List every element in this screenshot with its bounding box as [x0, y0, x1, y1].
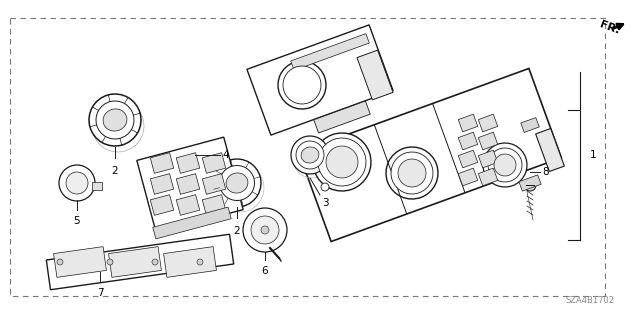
- Text: SZA4B1702: SZA4B1702: [566, 296, 614, 305]
- Ellipse shape: [488, 148, 522, 182]
- Ellipse shape: [197, 259, 203, 265]
- Polygon shape: [202, 195, 226, 215]
- Polygon shape: [176, 174, 200, 194]
- Polygon shape: [291, 33, 369, 70]
- Polygon shape: [247, 25, 393, 135]
- Circle shape: [243, 208, 287, 252]
- Ellipse shape: [326, 146, 358, 178]
- Polygon shape: [150, 153, 173, 173]
- Polygon shape: [137, 137, 243, 233]
- Polygon shape: [478, 150, 498, 168]
- Polygon shape: [46, 234, 234, 290]
- Text: 2: 2: [112, 166, 118, 176]
- Ellipse shape: [318, 138, 366, 186]
- Text: 2: 2: [234, 226, 240, 236]
- Text: 3: 3: [322, 198, 328, 208]
- Ellipse shape: [524, 179, 536, 191]
- Polygon shape: [357, 50, 393, 100]
- Ellipse shape: [391, 152, 433, 194]
- Polygon shape: [521, 118, 540, 132]
- Ellipse shape: [313, 133, 371, 191]
- Text: 6: 6: [262, 266, 268, 276]
- Polygon shape: [92, 182, 102, 190]
- Ellipse shape: [96, 101, 134, 139]
- Polygon shape: [458, 150, 477, 168]
- Polygon shape: [478, 132, 498, 150]
- Ellipse shape: [89, 94, 141, 146]
- Polygon shape: [202, 174, 226, 194]
- Polygon shape: [519, 175, 541, 191]
- Text: 8: 8: [542, 167, 548, 177]
- Polygon shape: [150, 174, 173, 194]
- Ellipse shape: [57, 259, 63, 265]
- Text: FR.: FR.: [598, 20, 621, 36]
- Polygon shape: [299, 69, 561, 241]
- Ellipse shape: [103, 109, 127, 131]
- Text: 4: 4: [222, 150, 228, 160]
- Polygon shape: [164, 247, 216, 277]
- Circle shape: [59, 165, 95, 201]
- Polygon shape: [150, 195, 173, 215]
- Polygon shape: [202, 153, 226, 173]
- Polygon shape: [478, 114, 498, 132]
- Ellipse shape: [398, 159, 426, 187]
- Polygon shape: [478, 168, 498, 186]
- Polygon shape: [153, 207, 231, 239]
- Polygon shape: [109, 247, 161, 277]
- Ellipse shape: [278, 61, 326, 109]
- Polygon shape: [458, 114, 477, 132]
- Polygon shape: [458, 168, 477, 186]
- Ellipse shape: [291, 136, 329, 174]
- Text: 5: 5: [74, 216, 80, 226]
- Ellipse shape: [213, 159, 261, 207]
- Ellipse shape: [296, 141, 324, 169]
- Ellipse shape: [301, 147, 319, 163]
- Ellipse shape: [483, 143, 527, 187]
- Ellipse shape: [107, 259, 113, 265]
- Ellipse shape: [283, 66, 321, 104]
- Circle shape: [251, 216, 279, 244]
- Polygon shape: [458, 132, 477, 150]
- Bar: [10, 18, 605, 296]
- Ellipse shape: [386, 147, 438, 199]
- Ellipse shape: [494, 154, 516, 176]
- Text: 7: 7: [97, 288, 103, 298]
- Polygon shape: [176, 153, 200, 173]
- Polygon shape: [176, 195, 200, 215]
- Ellipse shape: [321, 183, 329, 191]
- Polygon shape: [314, 101, 370, 133]
- Text: 1: 1: [590, 150, 596, 160]
- Ellipse shape: [220, 166, 255, 201]
- Circle shape: [66, 172, 88, 194]
- Circle shape: [261, 226, 269, 234]
- Polygon shape: [536, 129, 564, 172]
- Ellipse shape: [226, 173, 248, 193]
- Ellipse shape: [152, 259, 158, 265]
- Polygon shape: [54, 247, 106, 277]
